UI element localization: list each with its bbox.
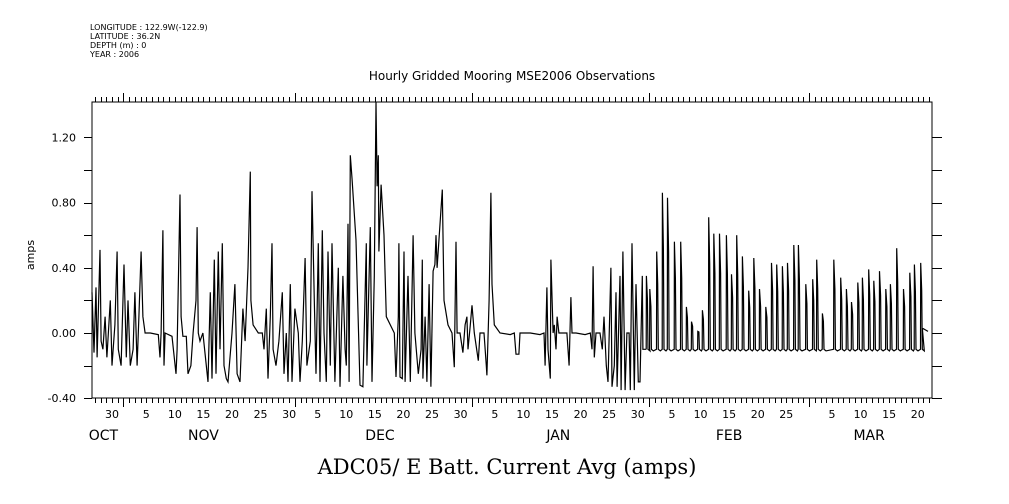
x-tick-label: 10 (168, 408, 182, 421)
x-tick-label: 30 (454, 408, 468, 421)
month-label: FEB (716, 428, 743, 444)
x-tick-label: 10 (854, 408, 868, 421)
x-tick-label: 10 (339, 408, 353, 421)
series-line-batt-current (91, 101, 929, 391)
month-label: NOV (188, 428, 219, 444)
metadata-block: LONGITUDE : 122.9W(-122.9) LATITUDE : 36… (89, 23, 208, 59)
x-tick-label: 10 (694, 408, 708, 421)
chart-title: Hourly Gridded Mooring MSE2006 Observati… (369, 69, 655, 83)
x-tick-label: 20 (225, 408, 239, 421)
axes (84, 93, 942, 407)
latitude-label: LATITUDE : 36.2N (90, 32, 160, 41)
x-tick-label: 15 (196, 408, 210, 421)
x-tick-label: 5 (314, 408, 321, 421)
x-axis-title: ADC05/ E Batt. Current Avg (amps) (317, 455, 697, 479)
y-tick-label: 0.80 (52, 197, 77, 210)
x-tick-label: 25 (602, 408, 616, 421)
x-tick-label: 15 (545, 408, 559, 421)
tick-labels: 30 5 10 15 20 25 30 5 10 15 20 25 30 5 10 15 20 25 30 5 10 15… (48, 131, 925, 444)
x-tick-label: 30 (282, 408, 296, 421)
x-tick-label: 25 (425, 408, 439, 421)
month-label: MAR (853, 428, 885, 444)
x-tick-label: 30 (631, 408, 645, 421)
x-tick-label: 5 (143, 408, 150, 421)
y-tick-label: -0.40 (48, 392, 76, 405)
month-label: OCT (89, 428, 119, 444)
month-label: JAN (545, 428, 570, 444)
longitude-label: LONGITUDE : 122.9W(-122.9) (90, 23, 208, 32)
data-series (91, 101, 929, 391)
x-tick-label: 20 (911, 408, 925, 421)
plot-frame (91, 101, 933, 399)
year-label: YEAR : 2006 (89, 50, 139, 59)
x-tick-label: 10 (516, 408, 530, 421)
x-tick-label: 5 (491, 408, 498, 421)
x-tick-label: 5 (829, 408, 836, 421)
y-tick-label: 0.00 (52, 327, 77, 340)
y-tick-label: 1.20 (52, 131, 77, 144)
x-tick-label: 20 (574, 408, 588, 421)
x-tick-label: 20 (751, 408, 765, 421)
x-tick-label: 25 (254, 408, 268, 421)
x-tick-label: 20 (396, 408, 410, 421)
x-tick-label: 25 (779, 408, 793, 421)
depth-label: DEPTH (m) : 0 (90, 41, 146, 50)
x-tick-label: 15 (882, 408, 896, 421)
x-tick-label: 15 (368, 408, 382, 421)
x-tick-label: 15 (722, 408, 736, 421)
y-axis-label: amps (24, 240, 37, 270)
x-tick-label: 5 (669, 408, 676, 421)
y-tick-label: 0.40 (52, 262, 77, 275)
x-tick-label: 30 (105, 408, 119, 421)
month-label: DEC (365, 428, 395, 444)
